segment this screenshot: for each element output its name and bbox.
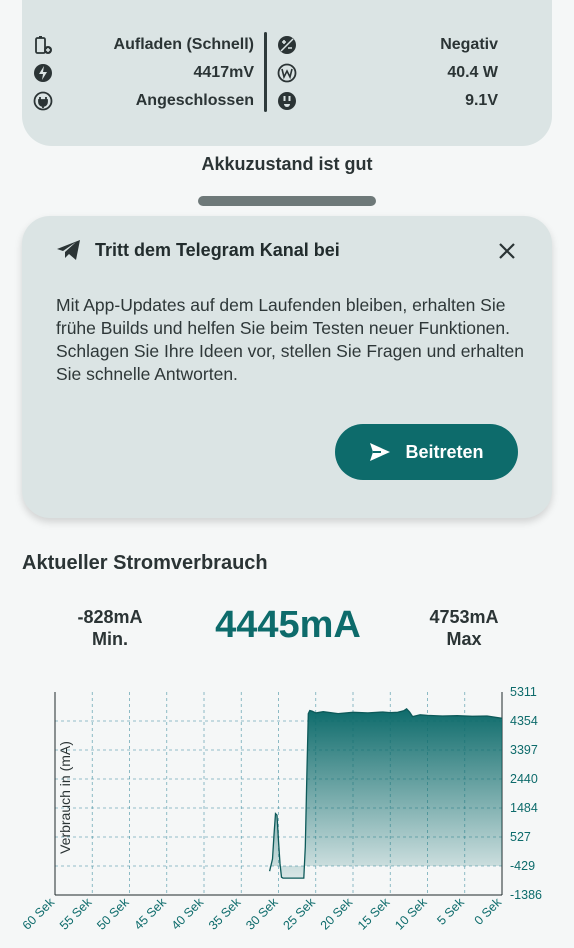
y-tick-label: 4354 [510,714,538,728]
wattage-value: 40.4 W [447,64,498,81]
battery-charging-icon [32,34,54,56]
join-button[interactable]: Beitreten [335,424,518,480]
charging-state-value: Aufladen (Schnell) [113,36,254,53]
x-tick-label: 5 Sek [434,895,467,928]
plug-icon [32,90,54,112]
current-chart: 5311 4354 3397 2440 1484 527 -429 -1386 60 Sek 55… [20,685,542,933]
max-current-block: 4753mA Max [414,606,514,650]
x-tick-label: 10 Sek [392,895,430,933]
y-tick-label: 3397 [510,743,538,757]
section-title: Aktueller Stromverbrauch [22,552,268,574]
watt-icon [276,62,298,84]
y-tick-label: -1386 [510,888,542,902]
x-tick-label: 35 Sek [206,895,244,933]
min-current-label: Min. [92,629,128,649]
voltage-mv-value: 4417mV [193,64,255,81]
series-area [269,708,502,879]
min-current-block: -828mA Min. [60,606,160,650]
voltage-mv-row: 4417mV [32,61,254,85]
max-current-value: 4753mA [429,607,499,627]
input-voltage-row: 9.1V [276,89,498,113]
x-tick-label: 50 Sek [94,895,132,933]
plug-state-row: Angeschlossen [32,89,254,113]
polarity-icon [276,34,298,56]
current-now-value: 4445mA [215,604,361,646]
plug-state-value: Angeschlossen [135,92,254,109]
series-line [268,708,503,879]
telegram-title: Tritt dem Telegram Kanal bei [95,240,340,260]
y-tick-label: -429 [510,859,535,873]
close-icon[interactable] [496,240,518,262]
y-axis-label: Verbrauch in (mA) [57,741,73,854]
telegram-description: Mit App-Updates auf dem Laufenden bleibe… [56,295,524,384]
min-current-value: -828mA [77,607,143,627]
x-tick-label: 0 Sek [472,895,505,928]
x-tick-label: 20 Sek [318,895,356,933]
bottom-sheet-handle[interactable] [198,196,376,206]
x-tick-label: 15 Sek [355,895,393,933]
charging-state-row: Aufladen (Schnell) [32,33,254,57]
charging-status-card [22,0,552,146]
polarity-value: Negativ [440,36,498,53]
bolt-icon [32,62,54,84]
socket-icon [276,90,298,112]
join-button-label: Beitreten [405,441,484,462]
y-tick-label: 527 [510,830,531,844]
x-tick-label: 45 Sek [131,895,169,933]
battery-health-text: Akkuzustand ist gut [201,154,373,174]
x-tick-label: 60 Sek [20,895,58,933]
y-tick-label: 5311 [510,685,537,699]
wattage-row: 40.4 W [276,61,498,85]
send-icon [370,443,391,461]
max-current-label: Max [446,629,482,649]
x-tick-label: 55 Sek [57,895,95,933]
telegram-icon [56,238,82,267]
input-voltage-value: 9.1V [465,92,498,109]
status-divider [264,32,267,112]
x-tick-label: 25 Sek [280,895,318,933]
y-tick-label: 2440 [510,772,538,786]
x-tick-label: 30 Sek [243,895,281,933]
x-tick-label: 40 Sek [169,895,207,933]
polarity-row: Negativ [276,33,498,57]
y-tick-label: 1484 [510,801,538,815]
